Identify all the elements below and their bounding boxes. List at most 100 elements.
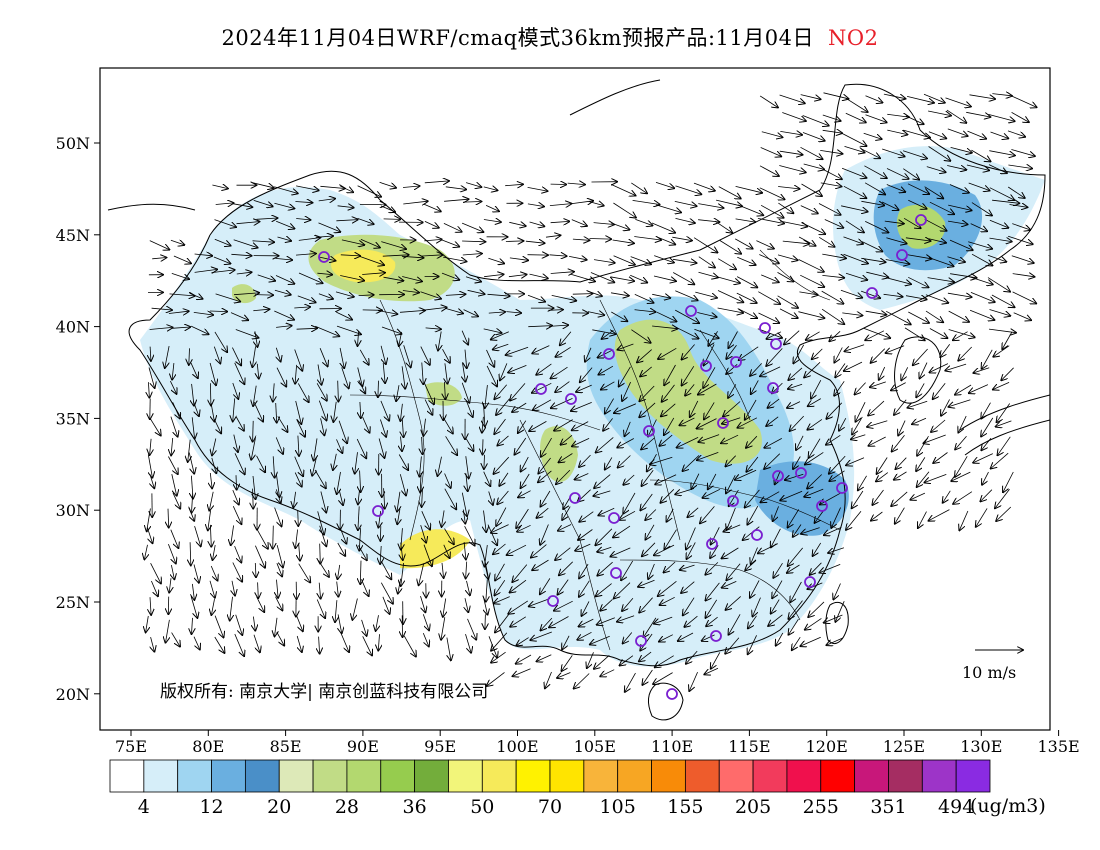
wind-arrow bbox=[232, 347, 241, 366]
wind-arrow bbox=[484, 510, 487, 533]
wind-arrow bbox=[462, 254, 482, 256]
wind-arrow bbox=[171, 273, 189, 279]
wind-arrow bbox=[718, 186, 741, 199]
wind-arrow bbox=[274, 507, 282, 527]
wind-vector-field bbox=[144, 93, 1036, 692]
colorbar-swatch bbox=[955, 759, 991, 793]
wind-arrow bbox=[214, 219, 237, 228]
city-marker bbox=[772, 470, 784, 482]
wind-arrow bbox=[212, 457, 217, 473]
wind-arrow bbox=[599, 365, 614, 374]
wind-arrow bbox=[947, 221, 968, 224]
wind-arrow bbox=[710, 545, 719, 558]
wind-arrow bbox=[793, 524, 802, 537]
wind-arrow bbox=[697, 418, 717, 429]
wind-arrow bbox=[210, 383, 211, 405]
wind-arrow bbox=[465, 276, 481, 282]
wind-arrow bbox=[362, 273, 385, 275]
wind-arrow bbox=[378, 380, 379, 398]
wind-arrow bbox=[737, 256, 755, 265]
wind-arrow bbox=[779, 94, 805, 103]
wind-arrow bbox=[846, 511, 862, 530]
wind-arrow bbox=[236, 222, 260, 224]
wind-arrow bbox=[232, 489, 239, 504]
wind-arrow bbox=[482, 416, 484, 433]
wind-arrow bbox=[724, 524, 741, 532]
wind-arrow bbox=[211, 599, 214, 615]
wind-arrow bbox=[275, 437, 283, 454]
wind-arrow bbox=[316, 599, 325, 619]
wind-arrow bbox=[788, 547, 804, 566]
wind-arrow bbox=[822, 114, 841, 121]
wind-arrow bbox=[506, 312, 521, 313]
wind-arrow bbox=[928, 146, 951, 161]
wind-arrow bbox=[532, 345, 550, 354]
wind-arrow bbox=[982, 349, 993, 369]
wind-arrow bbox=[620, 655, 634, 666]
wind-arrow bbox=[483, 596, 487, 615]
wind-arrow bbox=[497, 490, 509, 504]
wind-arrow bbox=[993, 345, 1010, 357]
wind-arrow bbox=[845, 220, 864, 233]
wind-arrow bbox=[513, 668, 531, 676]
wind-arrow bbox=[597, 547, 612, 552]
colorbar-label: 105 bbox=[600, 796, 636, 818]
wind-arrow bbox=[151, 308, 172, 310]
wind-arrow bbox=[1003, 471, 1014, 492]
colorbar-label: 20 bbox=[267, 796, 291, 818]
wind-arrow bbox=[661, 489, 675, 503]
wind-arrow bbox=[828, 547, 845, 553]
wind-arrow bbox=[928, 257, 954, 267]
wind-arrow bbox=[445, 187, 466, 190]
wind-arrow bbox=[424, 399, 432, 415]
wind-arrow bbox=[835, 601, 845, 622]
wind-arrow bbox=[193, 401, 199, 416]
wind-arrow bbox=[667, 508, 674, 522]
wind-arrow bbox=[294, 349, 303, 371]
wind-arrow bbox=[499, 472, 509, 486]
wind-arrow bbox=[277, 474, 280, 497]
wind-arrow bbox=[555, 547, 571, 560]
wind-arrow bbox=[867, 420, 888, 427]
wind-arrow bbox=[808, 601, 825, 617]
wind-arrow bbox=[189, 348, 190, 365]
wind-arrow bbox=[697, 452, 719, 460]
wind-arrow bbox=[276, 326, 292, 328]
wind-arrow bbox=[1012, 274, 1035, 277]
lon-tick-label: 105E bbox=[574, 737, 616, 756]
wind-arrow bbox=[896, 457, 907, 469]
wind-arrow bbox=[398, 578, 401, 594]
wind-arrow bbox=[949, 184, 969, 193]
wind-arrow bbox=[359, 349, 369, 365]
colorbar-unit: (ug/m3) bbox=[970, 795, 1046, 817]
lat-tick-label: 45N bbox=[56, 226, 90, 245]
wind-arrow bbox=[558, 524, 572, 531]
wind-arrow bbox=[775, 470, 781, 485]
wind-arrow bbox=[212, 438, 216, 456]
wind-arrow bbox=[989, 219, 1008, 228]
wind-arrow bbox=[777, 272, 794, 281]
wind-arrow bbox=[807, 419, 823, 429]
lon-tick-label: 135E bbox=[1037, 737, 1079, 756]
wind-arrow bbox=[639, 402, 656, 417]
wind-arrow bbox=[208, 510, 211, 531]
wind-arrow bbox=[297, 383, 308, 402]
wind-arrow bbox=[908, 276, 928, 287]
wind-arrow bbox=[190, 325, 208, 334]
wind-arrow bbox=[541, 617, 553, 630]
wind-arrow bbox=[729, 614, 741, 634]
wind-arrow bbox=[865, 330, 885, 340]
wind-arrow bbox=[981, 417, 994, 437]
wind-arrow bbox=[885, 259, 910, 265]
wind-arrow bbox=[675, 309, 699, 323]
wind-arrow bbox=[562, 506, 571, 520]
wind-arrow bbox=[252, 241, 275, 242]
wind-arrow bbox=[735, 219, 756, 222]
wind-arrow bbox=[823, 169, 842, 179]
colorbar-swatch bbox=[481, 759, 517, 793]
wind-arrow bbox=[973, 453, 993, 463]
wind-arrow bbox=[829, 455, 846, 474]
wind-arrow bbox=[251, 438, 256, 460]
wind-arrow bbox=[711, 652, 721, 668]
wind-arrow bbox=[559, 561, 573, 576]
